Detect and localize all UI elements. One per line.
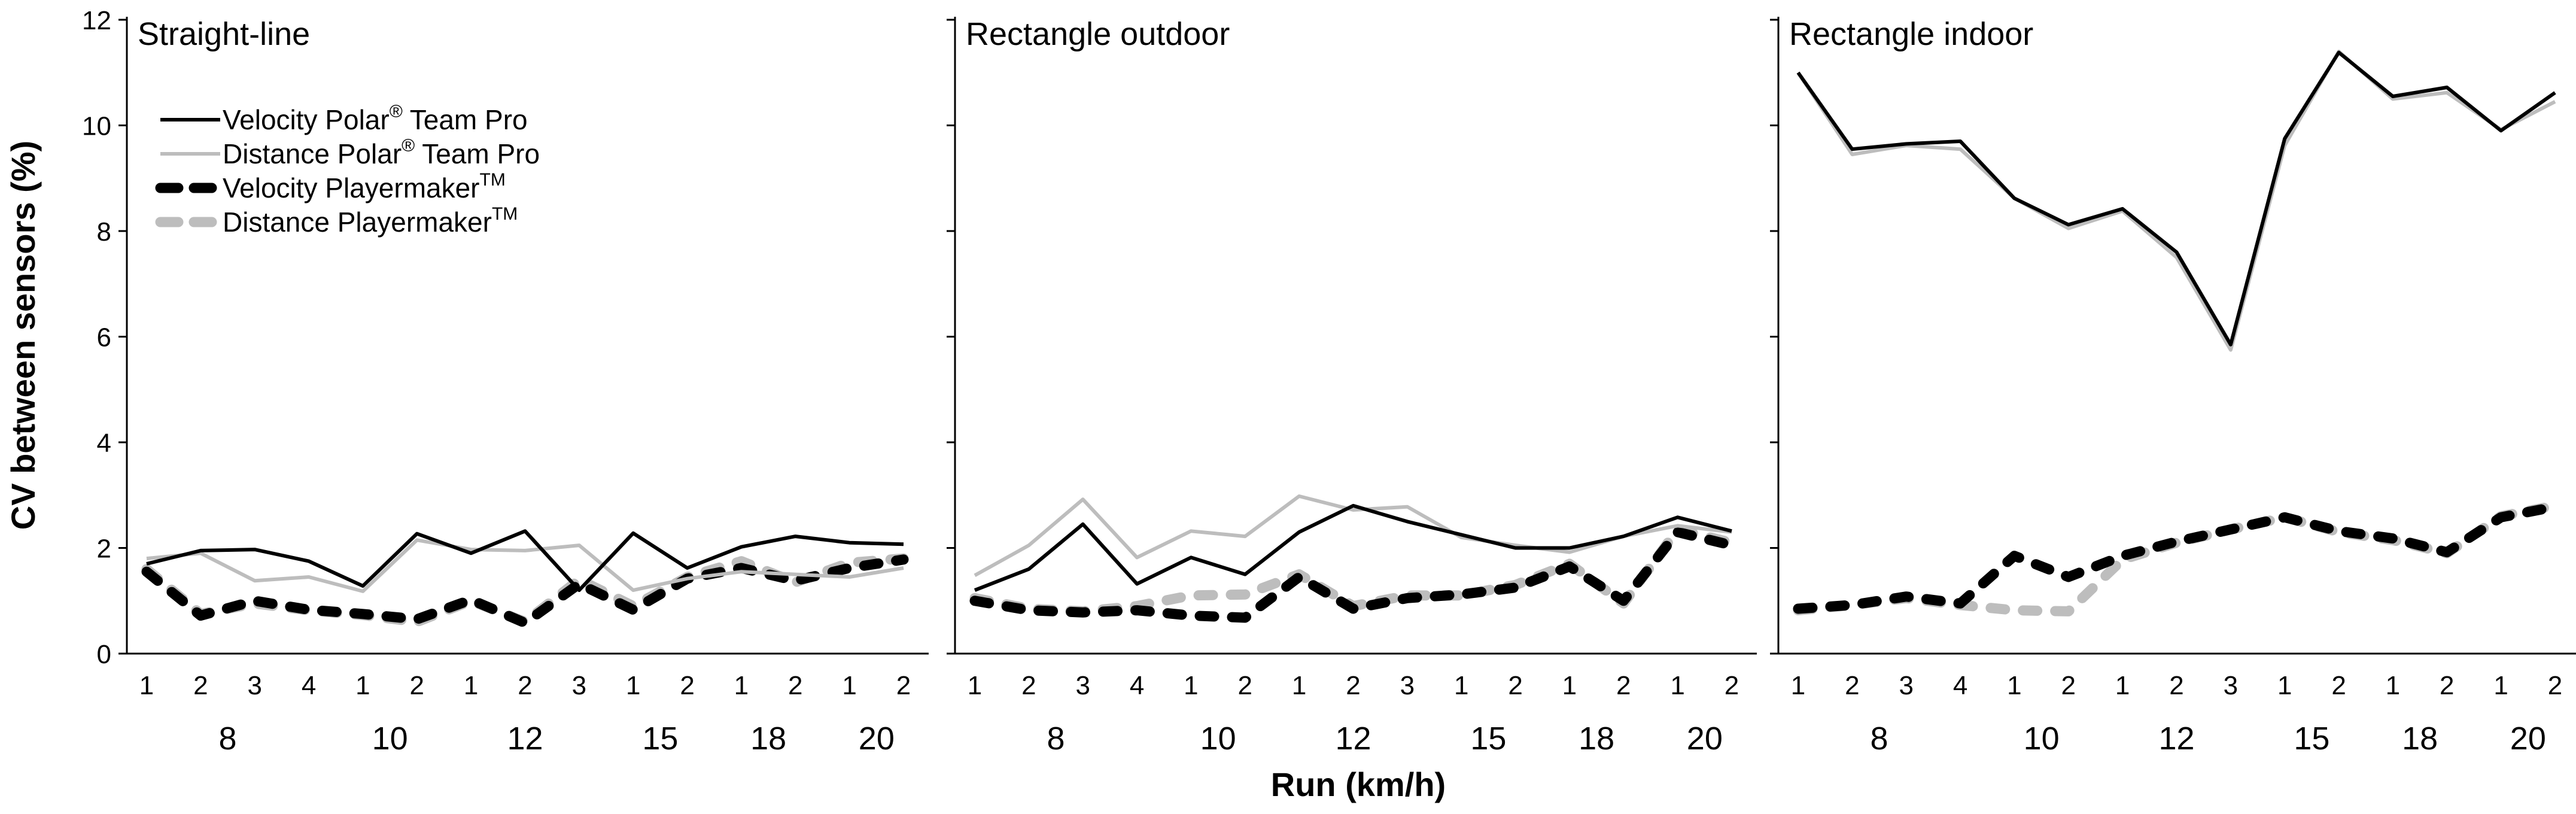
run-label: 1	[734, 671, 749, 700]
speed-group-label: 20	[2510, 721, 2546, 757]
run-label: 1	[2493, 671, 2508, 700]
speed-group-label: 18	[750, 721, 786, 757]
run-label: 1	[842, 671, 856, 700]
run-label: 3	[1899, 671, 1913, 700]
speed-group-label: 8	[1047, 721, 1065, 757]
y-tick-label: 6	[97, 323, 111, 353]
run-label: 1	[2007, 671, 2021, 700]
series-line-vel-pm	[141, 554, 909, 628]
run-label: 2	[1346, 671, 1360, 700]
speed-group-label: 10	[1200, 721, 1236, 757]
y-tick-label: 0	[97, 640, 111, 669]
series-line-vel-polar	[1796, 50, 2556, 347]
speed-group-label: 15	[1470, 721, 1506, 757]
speed-group-label: 12	[507, 721, 543, 757]
run-label: 2	[2169, 671, 2183, 700]
run-label: 4	[1130, 671, 1144, 700]
y-axis-title: CV between sensors (%)	[4, 141, 42, 530]
panel-title: Rectangle outdoor	[966, 16, 1230, 52]
run-label: 1	[139, 671, 154, 700]
run-label: 2	[1725, 671, 1739, 700]
legend-label: Velocity PlayermakerTM	[223, 170, 506, 204]
speed-group-label: 8	[1871, 721, 1888, 757]
run-label: 3	[247, 671, 261, 700]
run-label: 1	[1670, 671, 1684, 700]
run-label: 3	[1075, 671, 1090, 700]
speed-group-label: 12	[2158, 721, 2194, 757]
run-label: 1	[968, 671, 982, 700]
series-line-vel-polar	[974, 503, 1732, 592]
y-tick-label: 4	[97, 429, 111, 458]
series-line-dist-pm	[141, 553, 909, 627]
run-label: 4	[302, 671, 316, 700]
run-label: 2	[1616, 671, 1631, 700]
panel-title: Straight-line	[138, 16, 310, 52]
run-label: 1	[1791, 671, 1805, 700]
run-label: 1	[2277, 671, 2292, 700]
run-label: 1	[2115, 671, 2130, 700]
run-label: 1	[1184, 671, 1198, 700]
speed-group-label: 20	[859, 721, 895, 757]
legend-label: Velocity Polar® Team Pro	[223, 102, 528, 135]
run-label: 2	[2440, 671, 2454, 700]
run-label: 2	[680, 671, 694, 700]
run-label: 3	[572, 671, 586, 700]
series-line-dist-polar	[1796, 49, 2556, 352]
y-tick-label: 2	[97, 534, 111, 564]
speed-group-label: 12	[1335, 721, 1371, 757]
run-label: 1	[1454, 671, 1468, 700]
series-line-vel-pm	[1793, 502, 2560, 614]
run-label: 1	[2386, 671, 2400, 700]
series-line-vel-pm	[969, 527, 1737, 623]
run-label: 2	[193, 671, 208, 700]
x-axis-title: Run (km/h)	[1271, 766, 1446, 803]
run-label: 2	[410, 671, 424, 700]
panel-title: Rectangle indoor	[1789, 16, 2033, 52]
run-label: 4	[1953, 671, 1967, 700]
speed-group-label: 18	[2402, 721, 2438, 757]
run-label: 1	[464, 671, 478, 700]
speed-group-label: 8	[219, 721, 237, 757]
run-label: 2	[1021, 671, 1036, 700]
speed-group-label: 15	[2294, 721, 2329, 757]
run-label: 2	[896, 671, 911, 700]
run-label: 1	[1562, 671, 1577, 700]
run-label: 2	[788, 671, 802, 700]
speed-group-label: 20	[1687, 721, 1723, 757]
y-tick-label: 12	[82, 6, 111, 35]
run-label: 2	[2331, 671, 2346, 700]
speed-group-label: 10	[372, 721, 408, 757]
series-line-dist-polar	[146, 538, 904, 593]
run-label: 1	[626, 671, 640, 700]
speed-group-label: 10	[2024, 721, 2060, 757]
y-tick-label: 10	[82, 112, 111, 141]
run-label: 3	[2224, 671, 2238, 700]
y-tick-label: 8	[97, 217, 111, 247]
speed-group-label: 18	[1579, 721, 1614, 757]
speed-group-label: 15	[642, 721, 678, 757]
run-label: 2	[1508, 671, 1522, 700]
run-label: 3	[1400, 671, 1415, 700]
run-label: 2	[1238, 671, 1252, 700]
run-label: 2	[2061, 671, 2076, 700]
run-label: 2	[1845, 671, 1859, 700]
legend-label: Distance Polar® Team Pro	[223, 136, 540, 169]
legend-label: Distance PlayermakerTM	[223, 204, 518, 238]
series-line-vel-polar	[146, 529, 904, 593]
run-label: 1	[1292, 671, 1306, 700]
run-label: 1	[355, 671, 370, 700]
run-label: 2	[518, 671, 532, 700]
run-label: 2	[2548, 671, 2562, 700]
